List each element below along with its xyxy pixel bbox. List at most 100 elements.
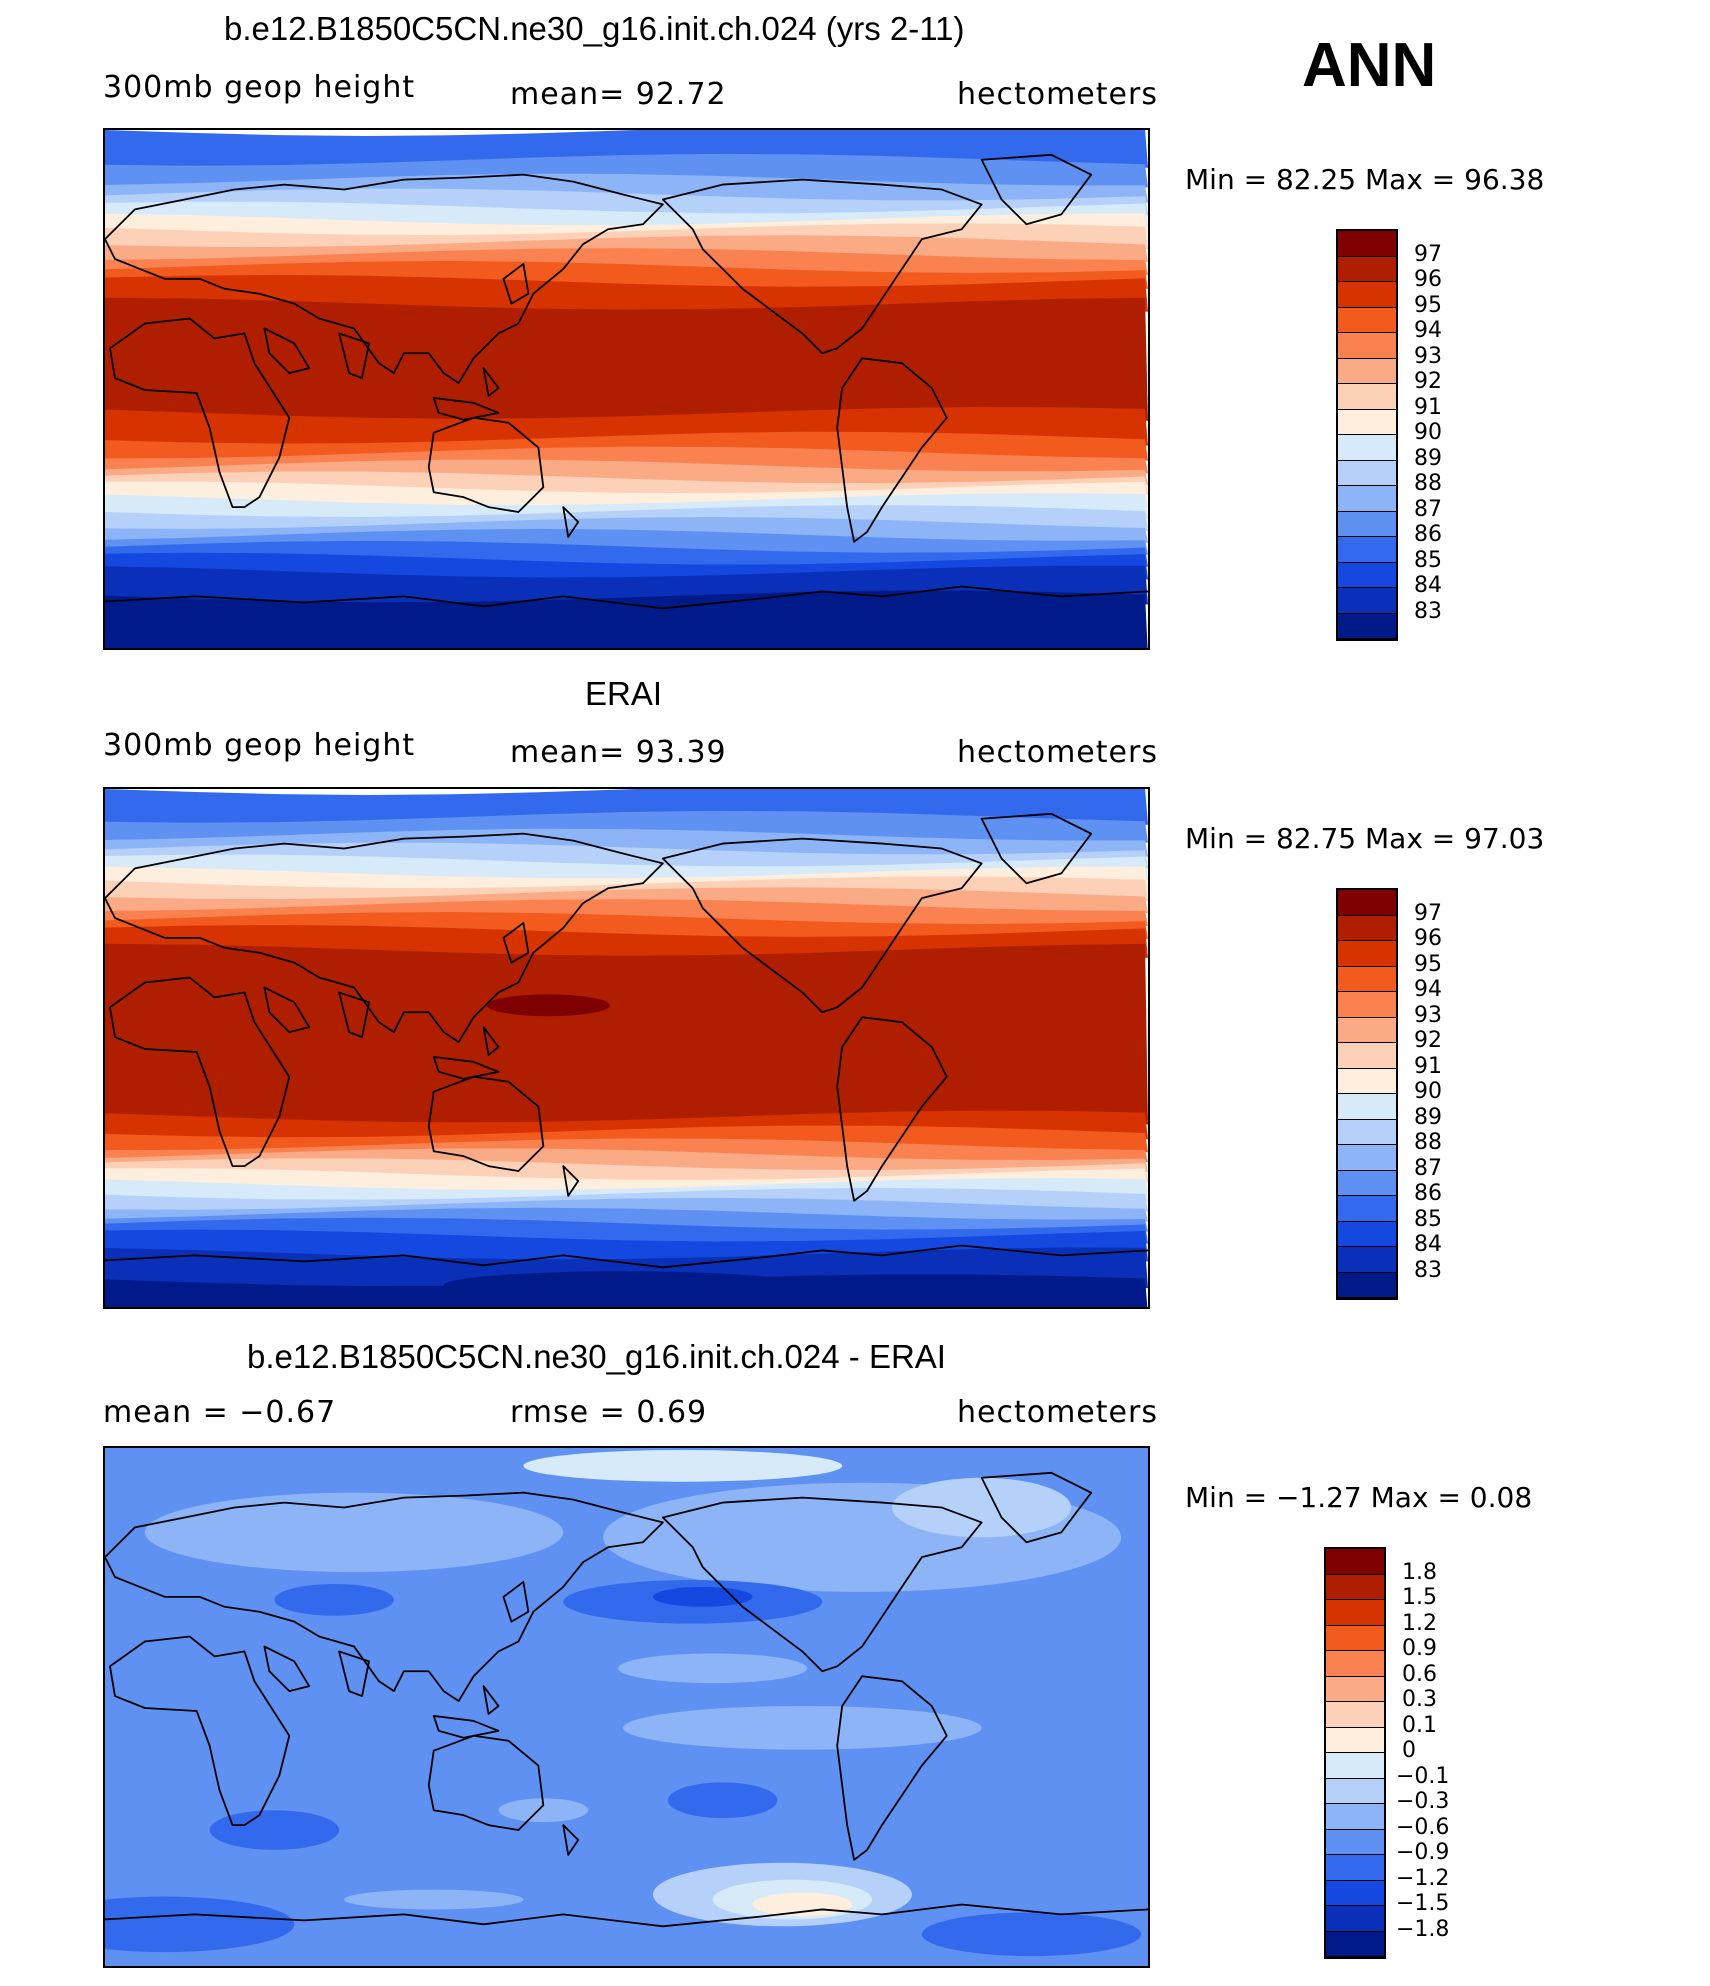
- colorbar-label: 94: [1414, 977, 1442, 1002]
- coastline: [432, 1715, 500, 1739]
- colorbar-label: 89: [1414, 445, 1442, 471]
- colorbar-box: [1338, 992, 1396, 1018]
- colorbar-label: 0: [1402, 1738, 1416, 1763]
- contour-band: [105, 274, 1148, 312]
- panel-1-minmax: Min = 82.25 Max = 96.38: [1185, 163, 1545, 196]
- coastline: [482, 1026, 500, 1056]
- colorbar-box: [1338, 333, 1396, 359]
- colorbar-label: 88: [1414, 471, 1442, 496]
- coastline: [562, 1824, 580, 1856]
- colorbar-box: [1326, 1600, 1384, 1626]
- panel-2-title: ERAI: [585, 675, 663, 712]
- colorbar-label: 96: [1414, 926, 1442, 951]
- contour-region: [623, 1706, 982, 1750]
- colorbar-label: −1.8: [1396, 1916, 1450, 1942]
- coastline: [427, 416, 545, 513]
- colorbar-label: 83: [1414, 1257, 1442, 1283]
- contour-region: [105, 1896, 295, 1953]
- colorbar-box: [1326, 1727, 1384, 1753]
- coastline: [338, 332, 370, 379]
- panel-1-mean: mean= 92.72: [510, 77, 727, 112]
- coastline: [109, 1635, 291, 1826]
- colorbar-box: [1326, 1753, 1384, 1779]
- coastline: [263, 327, 311, 375]
- panel-3-map: [103, 1446, 1150, 1968]
- coastline: [109, 317, 291, 508]
- coastline: [502, 263, 530, 305]
- colorbar-box: [1338, 1017, 1396, 1043]
- contour-band: [105, 590, 1148, 648]
- colorbar-box: [1338, 1221, 1396, 1247]
- colorbar-label: 97: [1414, 241, 1442, 267]
- colorbar-label: 87: [1414, 496, 1442, 522]
- colorbar-box: [1338, 282, 1396, 308]
- contour-band: [105, 943, 1148, 1125]
- colorbar-box: [1338, 1272, 1396, 1298]
- coastline: [980, 153, 1093, 226]
- colorbar-label: −0.1: [1396, 1763, 1450, 1789]
- panel-1-colorbar: [1336, 229, 1398, 641]
- colorbar-box: [1338, 890, 1396, 916]
- coastline: [836, 357, 948, 543]
- panel-2-minmax: Min = 82.75 Max = 97.03: [1185, 822, 1545, 855]
- colorbar-box: [1338, 256, 1396, 282]
- colorbar-label: 90: [1414, 420, 1442, 445]
- colorbar-label: 1.8: [1402, 1559, 1437, 1585]
- colorbar-label: 94: [1414, 318, 1442, 343]
- coastline: [482, 1685, 500, 1715]
- colorbar-box: [1338, 460, 1396, 486]
- contour-region: [618, 1653, 808, 1684]
- panel-1-map-svg: [105, 130, 1148, 648]
- coastline: [482, 367, 500, 397]
- panel-2-mean: mean= 93.39: [510, 735, 727, 770]
- panel-1-units: hectometers: [957, 77, 1158, 112]
- colorbar-box: [1326, 1804, 1384, 1830]
- colorbar-box: [1326, 1549, 1384, 1575]
- colorbar-label: 89: [1414, 1104, 1442, 1130]
- colorbar-label: 96: [1414, 267, 1442, 292]
- colorbar-label: −0.3: [1396, 1789, 1450, 1814]
- coastline: [338, 991, 370, 1038]
- colorbar-box: [1338, 435, 1396, 461]
- colorbar-box: [1338, 1119, 1396, 1145]
- colorbar-box: [1326, 1778, 1384, 1804]
- panel-3-colorbar: [1324, 1547, 1386, 1959]
- colorbar-label: 93: [1414, 1002, 1442, 1028]
- coastline: [105, 1244, 1148, 1269]
- colorbar-box: [1338, 511, 1396, 537]
- colorbar-box: [1338, 941, 1396, 967]
- contour-region: [523, 1449, 843, 1482]
- panel-1-variable: 300mb geop height: [103, 70, 416, 105]
- colorbar-label: −0.6: [1396, 1814, 1450, 1840]
- colorbar-box: [1338, 307, 1396, 333]
- panel-3-units: hectometers: [957, 1395, 1158, 1430]
- panel-2-map: [103, 787, 1150, 1309]
- season-label: ANN: [1302, 31, 1437, 100]
- colorbar-label: 85: [1414, 1206, 1442, 1232]
- colorbar-label: 85: [1414, 547, 1442, 573]
- colorbar-label: 97: [1414, 900, 1442, 926]
- panel-1-title: b.e12.B1850C5CN.ne30_g16.init.ch.024 (yr…: [224, 10, 965, 47]
- colorbar-label: 0.1: [1402, 1712, 1437, 1738]
- colorbar-label: 0.3: [1402, 1687, 1437, 1712]
- colorbar-box: [1338, 1247, 1396, 1273]
- coastline: [338, 1650, 370, 1697]
- colorbar-box: [1338, 537, 1396, 563]
- colorbar-label: 1.5: [1402, 1585, 1437, 1610]
- colorbar-label: 0.6: [1402, 1661, 1437, 1687]
- colorbar-label: 90: [1414, 1079, 1442, 1104]
- contour-region: [652, 1586, 753, 1607]
- coastline: [502, 1581, 530, 1623]
- colorbar-box: [1326, 1676, 1384, 1702]
- coastline: [980, 812, 1093, 885]
- coastline: [105, 173, 664, 384]
- contour-region: [144, 1492, 564, 1573]
- contour-region: [921, 1912, 1142, 1957]
- coastline: [263, 986, 311, 1034]
- contour-region: [498, 1798, 589, 1823]
- colorbar-box: [1326, 1855, 1384, 1881]
- colorbar-label: 1.2: [1402, 1610, 1437, 1636]
- colorbar-label: 87: [1414, 1155, 1442, 1181]
- colorbar-box: [1338, 966, 1396, 992]
- panel-3-mean: mean = −0.67: [103, 1395, 337, 1430]
